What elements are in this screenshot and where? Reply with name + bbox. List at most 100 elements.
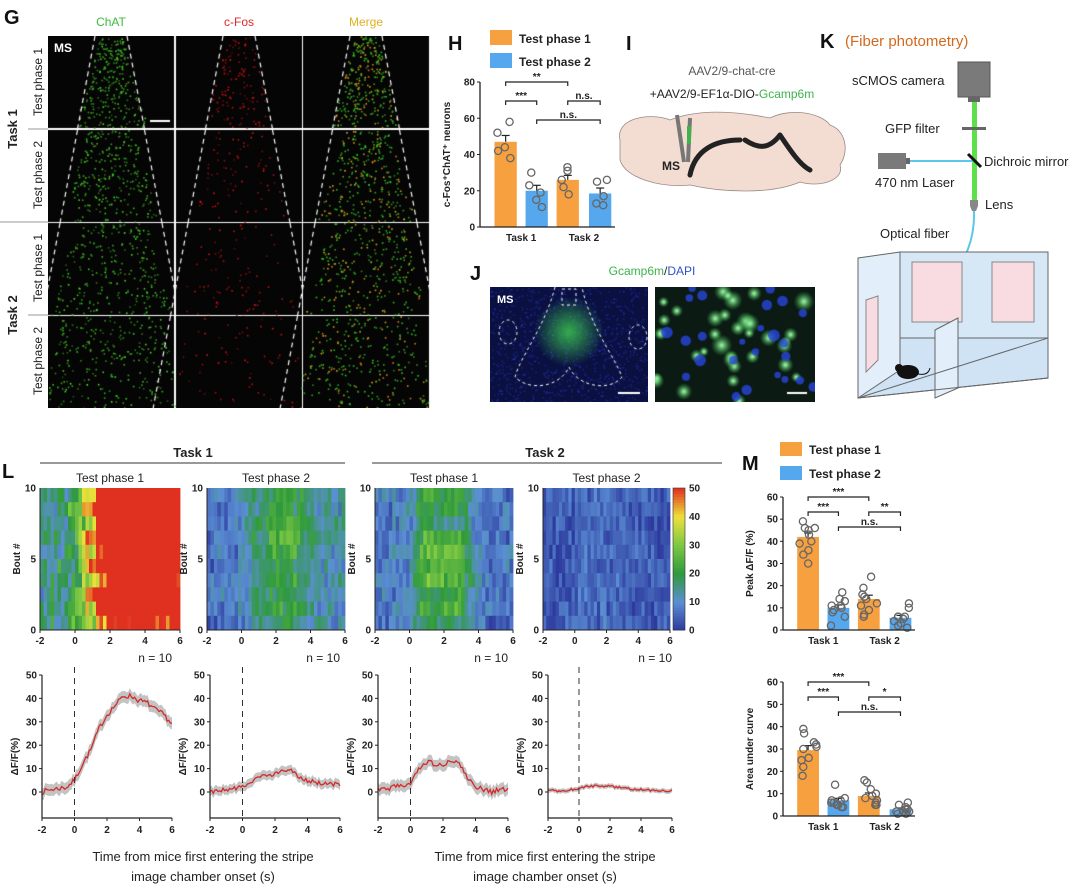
heatmap-cell xyxy=(255,573,260,588)
heatmap-cell xyxy=(481,516,486,531)
heatmap-cell xyxy=(231,587,235,602)
heatmap-cell xyxy=(502,587,507,602)
panel-label-g: G xyxy=(4,7,20,29)
colorbar-segment xyxy=(673,567,685,571)
heatmap-cell xyxy=(461,573,466,588)
heatmap-cell xyxy=(159,544,163,560)
heatmap-cell xyxy=(577,573,582,588)
heatmap-cell xyxy=(555,530,560,546)
heatmap-cell xyxy=(217,615,222,631)
heatmap-cell xyxy=(320,530,325,546)
heatmap-cell xyxy=(631,587,636,602)
heatmap-cell xyxy=(628,530,633,546)
heatmap-cell xyxy=(89,516,93,531)
heatmap-cell xyxy=(593,502,598,517)
heatmap-cell xyxy=(606,601,611,617)
heatmap-cell xyxy=(628,601,633,617)
heatmap-cell xyxy=(378,544,383,560)
x-axis-title-line1-task2: Time from mice first entering the stripe xyxy=(434,849,655,864)
heatmap-cell xyxy=(440,502,445,517)
region-label-ms-j: MS xyxy=(497,294,514,306)
heatmap-cell xyxy=(631,502,636,517)
heatmap-cell xyxy=(106,573,111,588)
heatmap-cell xyxy=(300,488,304,503)
injection-syringes-icon xyxy=(675,114,692,163)
heatmap-cell xyxy=(478,601,483,617)
heatmap-cell xyxy=(61,587,65,602)
heatmap-cell xyxy=(478,615,483,631)
heatmap-cell xyxy=(289,559,294,574)
laser-icon xyxy=(878,153,906,169)
heatmap-cell xyxy=(317,488,322,503)
heatmap-cell xyxy=(609,601,614,617)
heatmap-cell xyxy=(217,502,222,517)
panel-label-j: J xyxy=(470,263,481,285)
heatmap-cell xyxy=(419,573,424,588)
heatmap-cell xyxy=(565,544,569,560)
heatmap-cell xyxy=(485,615,490,631)
heatmap-cell xyxy=(106,544,111,560)
heatmap-cell xyxy=(600,502,604,517)
heatmap-cell xyxy=(47,587,51,602)
heatmap-cell xyxy=(552,601,557,617)
heatmap-cell xyxy=(303,601,308,617)
data-point xyxy=(830,780,840,789)
y-tick-label: 20 xyxy=(464,186,476,197)
lens-label: Lens xyxy=(985,197,1014,212)
colorbar-segment xyxy=(673,573,685,577)
heatmap-cell xyxy=(426,530,431,546)
heatmap-cell xyxy=(89,601,93,617)
heatmap-cell xyxy=(478,573,483,588)
heatmap-cell xyxy=(593,559,598,574)
heatmap-cell xyxy=(616,502,620,517)
heatmap-cell xyxy=(255,516,260,531)
heatmap-cell xyxy=(50,516,55,531)
heatmap-cell xyxy=(50,559,55,574)
heatmap-cell xyxy=(571,615,576,631)
x-tick-label: 4 xyxy=(638,825,644,836)
y-axis-title: Bout # xyxy=(12,543,23,575)
heatmap-cell xyxy=(279,516,284,531)
heatmap-cell xyxy=(481,601,486,617)
heatmap-cell xyxy=(152,573,156,588)
heatmap-cell xyxy=(224,587,229,602)
heatmap-cell xyxy=(255,544,260,560)
heatmap-cell xyxy=(392,587,397,602)
heatmap-cell xyxy=(176,516,181,531)
y-tick-label: 0 xyxy=(367,788,373,799)
legend-swatch-test-phase-2 xyxy=(490,53,512,68)
heatmap-cell xyxy=(565,559,569,574)
heatmap-cell xyxy=(549,587,553,602)
y-tick-label: 40 xyxy=(194,694,206,705)
heatmap-cell xyxy=(590,559,595,574)
heatmap-cell xyxy=(423,559,428,574)
heatmap-cell xyxy=(468,587,472,602)
heatmap-cell xyxy=(85,615,90,631)
heatmap-cell xyxy=(622,502,626,517)
heatmap-cell xyxy=(437,587,441,602)
heatmap-cell xyxy=(628,559,633,574)
heatmap-cell xyxy=(444,615,448,631)
heatmap-cell xyxy=(660,502,665,517)
heatmap-cell xyxy=(217,544,222,560)
heatmap-cell xyxy=(75,530,79,546)
heatmap-cell xyxy=(464,573,469,588)
heatmap-cell xyxy=(587,544,592,560)
heatmap-cell xyxy=(152,488,156,503)
heatmap-cell xyxy=(244,559,249,574)
heatmap-cell xyxy=(207,516,211,531)
heatmap-cell xyxy=(310,601,315,617)
heatmap-cell xyxy=(134,544,139,560)
heatmap-cell xyxy=(499,573,504,588)
heatmap-cell xyxy=(444,573,448,588)
heatmap-cell xyxy=(587,502,592,517)
fiber-photometry-title: (Fiber photometry) xyxy=(845,33,968,50)
heatmap-cell xyxy=(385,502,390,517)
data-point xyxy=(799,550,808,559)
heatmap-cell xyxy=(416,601,421,617)
colorbar-segment xyxy=(673,604,685,608)
heatmap-cell xyxy=(159,615,163,631)
heatmap-cell xyxy=(606,488,611,503)
heatmap-cell xyxy=(220,573,225,588)
heatmap-cell xyxy=(485,516,490,531)
